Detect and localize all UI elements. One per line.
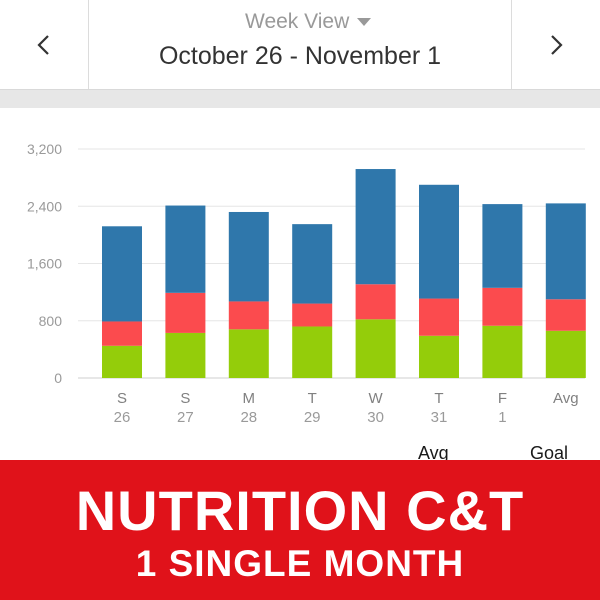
x-date-label: 30 bbox=[367, 409, 384, 426]
bar-segment bbox=[165, 205, 206, 293]
x-date-label: 31 bbox=[431, 409, 448, 426]
y-tick-label: 0 bbox=[54, 370, 62, 386]
bar-segment bbox=[292, 303, 333, 327]
separator-band bbox=[0, 90, 600, 108]
chevron-right-icon bbox=[551, 34, 563, 55]
bar-segment bbox=[228, 329, 269, 378]
caret-down-icon bbox=[357, 18, 372, 26]
x-day-label: M bbox=[243, 390, 256, 407]
x-date-label: 28 bbox=[240, 409, 257, 426]
bar-segment bbox=[292, 224, 333, 304]
bar-segment bbox=[228, 211, 269, 302]
bar-segment bbox=[355, 169, 396, 285]
x-day-label: Avg bbox=[553, 390, 579, 407]
goal-reference-label: Goal bbox=[530, 443, 569, 463]
header-bar: Week View October 26 - November 1 bbox=[0, 0, 600, 90]
banner-title: NUTRITION C&T bbox=[75, 479, 525, 542]
next-week-button[interactable] bbox=[511, 0, 600, 89]
promo-banner: NUTRITION C&T 1 SINGLE MONTH bbox=[0, 460, 600, 600]
calorie-chart: 0 800 1,600 2,400 3,200 S 26 S 27 M 28 T 29 W 30 T 31 F 1 A… bbox=[0, 108, 600, 463]
bar-segment bbox=[545, 330, 586, 378]
bar-segment bbox=[419, 335, 459, 378]
avg-reference-label: Avg bbox=[418, 443, 449, 463]
bar-segment bbox=[102, 226, 142, 322]
bar-segment bbox=[545, 203, 586, 300]
x-date-label: 29 bbox=[304, 409, 321, 426]
x-day-label: S bbox=[117, 390, 127, 407]
y-tick-label: 800 bbox=[39, 313, 63, 329]
x-date-label: 27 bbox=[177, 409, 194, 426]
view-dropdown[interactable]: Week View bbox=[245, 8, 372, 36]
x-day-label: S bbox=[180, 390, 190, 407]
view-dropdown-label: Week View bbox=[245, 10, 350, 33]
x-day-label: W bbox=[369, 390, 384, 407]
date-range-title: October 26 - November 1 bbox=[158, 42, 442, 70]
chart-svg: 0 800 1,600 2,400 3,200 S 26 S 27 M 28 T 29 W 30 T 31 F 1 A… bbox=[27, 141, 586, 426]
bar-segment bbox=[419, 298, 459, 336]
y-tick-label: 1,600 bbox=[27, 256, 62, 272]
previous-week-button[interactable] bbox=[0, 0, 89, 89]
x-day-label: F bbox=[498, 390, 507, 407]
bar-segment bbox=[482, 287, 523, 326]
x-date-label: 1 bbox=[498, 409, 506, 426]
chevron-left-icon bbox=[37, 34, 49, 55]
x-date-label: 26 bbox=[114, 409, 131, 426]
bar-segment bbox=[165, 332, 206, 378]
y-tick-label: 3,200 bbox=[27, 141, 62, 157]
bar-segment bbox=[102, 345, 142, 378]
bar-segment bbox=[482, 204, 523, 288]
bar-segment bbox=[482, 325, 523, 378]
bar-segment bbox=[355, 319, 396, 378]
x-day-label: T bbox=[434, 390, 443, 407]
bar-segment bbox=[165, 292, 206, 333]
banner-subtitle: 1 SINGLE MONTH bbox=[135, 543, 465, 584]
y-tick-label: 2,400 bbox=[27, 198, 62, 214]
bar-segment bbox=[228, 301, 269, 330]
x-day-label: T bbox=[308, 390, 317, 407]
bar-segment bbox=[102, 321, 142, 346]
bar-segment bbox=[292, 326, 333, 378]
bar-segment bbox=[545, 299, 586, 331]
bar-segment bbox=[419, 184, 459, 299]
bar-segment bbox=[355, 284, 396, 320]
